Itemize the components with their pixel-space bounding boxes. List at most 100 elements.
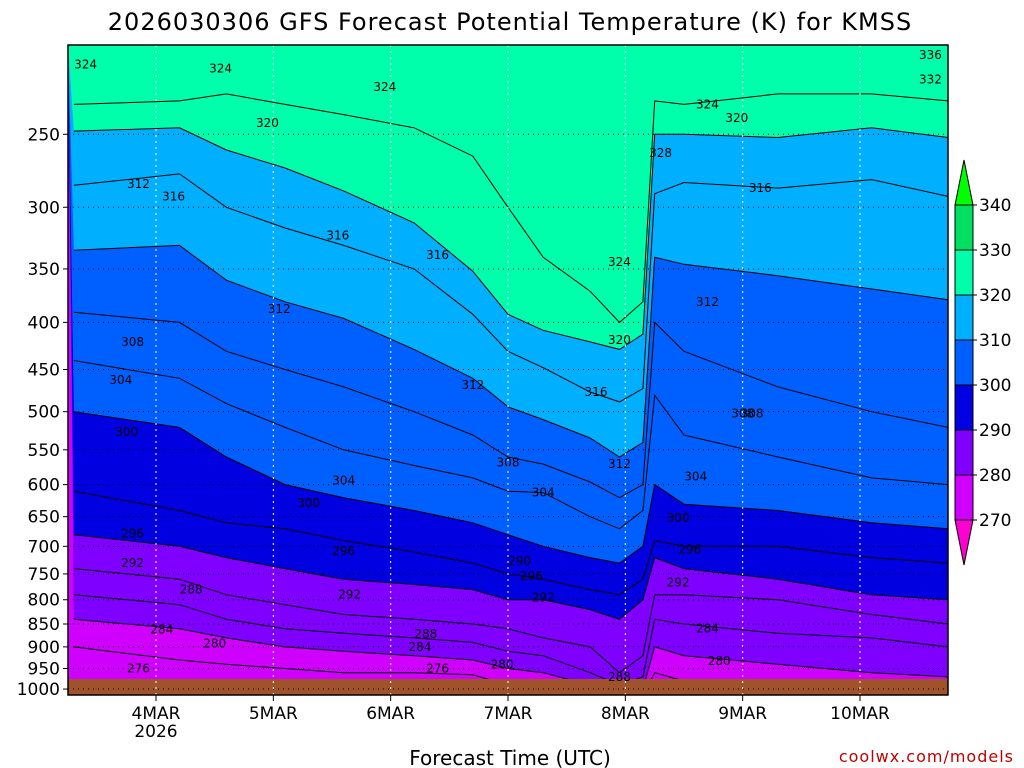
contour-label: 292 [338,588,361,602]
y-tick-label: 750 [28,565,60,585]
contour-316 [73,173,949,403]
contour-label: 316 [162,189,185,203]
contour-label: 328 [649,146,672,160]
contour-label: 304 [332,474,355,488]
contour-288 [73,568,949,674]
colorbar-label: 300 [979,376,1011,396]
colorbar-label: 280 [979,466,1011,486]
contour-320 [73,127,949,350]
contour-label: 308 [741,406,764,420]
y-tick-label: 500 [28,403,60,423]
contour-label: 316 [749,181,772,195]
colorbar-segment [954,339,974,386]
x-tick-label: 5MAR [249,704,298,724]
contour-324 [73,93,949,324]
y-tick-label: 550 [28,441,60,461]
contour-label: 336 [919,48,942,62]
contour-label: 292 [667,575,690,589]
contour-label: 300 [297,496,320,510]
colorbar-segment [954,204,974,251]
contour-label: 288 [608,670,631,684]
plot-area: 324 324 324 320 312 316 316 316 312 308 304 312 300 3… [67,44,949,696]
contour-label: 276 [127,662,150,676]
contour-296 [73,490,949,596]
contour-label: 292 [532,591,555,605]
contour-label: 304 [109,373,132,387]
colorbar: 340 330 320 310 300 290 280 270 [954,159,1011,566]
colorbar-bottom-arrow [954,519,974,566]
contour-label: 296 [678,543,701,557]
x-tick-label: 6MAR [366,704,415,724]
y-tick-label: 250 [28,125,60,145]
contour-label: 312 [608,457,631,471]
y-tick-label: 600 [28,476,60,496]
contour-label: 316 [426,248,449,262]
contour-label: 292 [121,556,144,570]
contour-label: 312 [696,295,719,309]
x-tick-label: 10MAR [830,704,890,724]
x-tick-sublabel: 2026 [134,722,177,742]
y-tick-label: 350 [28,260,60,280]
contour-label: 324 [209,61,232,75]
y-tick-label: 700 [28,537,60,557]
colorbar-label: 330 [979,241,1011,261]
colorbar-segment [954,429,974,476]
chart-title: 2026030306 GFS Forecast Potential Temper… [108,8,912,36]
contour-label: 324 [373,80,396,94]
contour-label: 308 [731,406,754,420]
colorbar-label: 320 [979,286,1011,306]
contour-label: 296 [332,544,355,558]
contour-label: 280 [708,654,731,668]
colorbar-segment [954,474,974,521]
colorbar-label: 340 [979,196,1011,216]
contour-label: 324 [696,97,719,111]
contour-label: 284 [409,640,432,654]
x-tick-label: 9MAR [718,704,767,724]
contour-label: 304 [684,470,707,484]
contour-label: 280 [491,657,514,671]
y-tick-label: 300 [28,198,60,218]
y-tick-label: 800 [28,591,60,611]
contour-label: 300 [667,511,690,525]
contour-label: 308 [497,456,520,470]
contour-label: 324 [74,58,97,72]
contour-label: 280 [203,636,226,650]
y-axis: 250 300 350 400 450 500 550 600 650 700 750 800 850 9… [17,125,68,700]
y-tick-label: 900 [28,638,60,658]
y-tick-label: 950 [28,660,60,680]
colorbar-label: 310 [979,331,1011,351]
contour-304 [73,360,949,530]
contour-label: 320 [256,116,279,130]
y-tick-label: 450 [28,361,60,381]
colorbar-segment [954,384,974,431]
colorbar-segment [954,294,974,341]
contour-label: 296 [121,527,144,541]
x-tick-label: 7MAR [484,704,533,724]
contour-label: 284 [696,622,719,636]
colorbar-segment [954,249,974,296]
contour-label: 316 [585,385,608,399]
contour-label: 276 [426,662,449,676]
credit-label: coolwx.com/models [839,747,1014,766]
y-tick-label: 1000 [17,680,60,700]
x-axis-label: Forecast Time (UTC) [409,746,611,768]
y-tick-label: 400 [28,313,60,333]
contour-label: 312 [127,177,150,191]
contour-label: 304 [532,486,555,500]
contour-label: 290 [508,554,531,568]
colorbar-top-arrow [954,159,974,206]
contour-label: 284 [150,623,173,637]
contour-label: 324 [608,255,631,269]
contour-label: 312 [268,302,291,316]
colorbar-label: 290 [979,421,1011,441]
colorbar-label: 270 [979,511,1011,531]
contour-label: 288 [180,583,203,597]
contour-label: 320 [608,333,631,347]
contour-312 [73,244,949,458]
x-tick-label: 8MAR [601,704,650,724]
x-tick-label: 4MAR [132,704,181,724]
contour-label: 296 [520,569,543,583]
contour-308 [73,311,949,499]
